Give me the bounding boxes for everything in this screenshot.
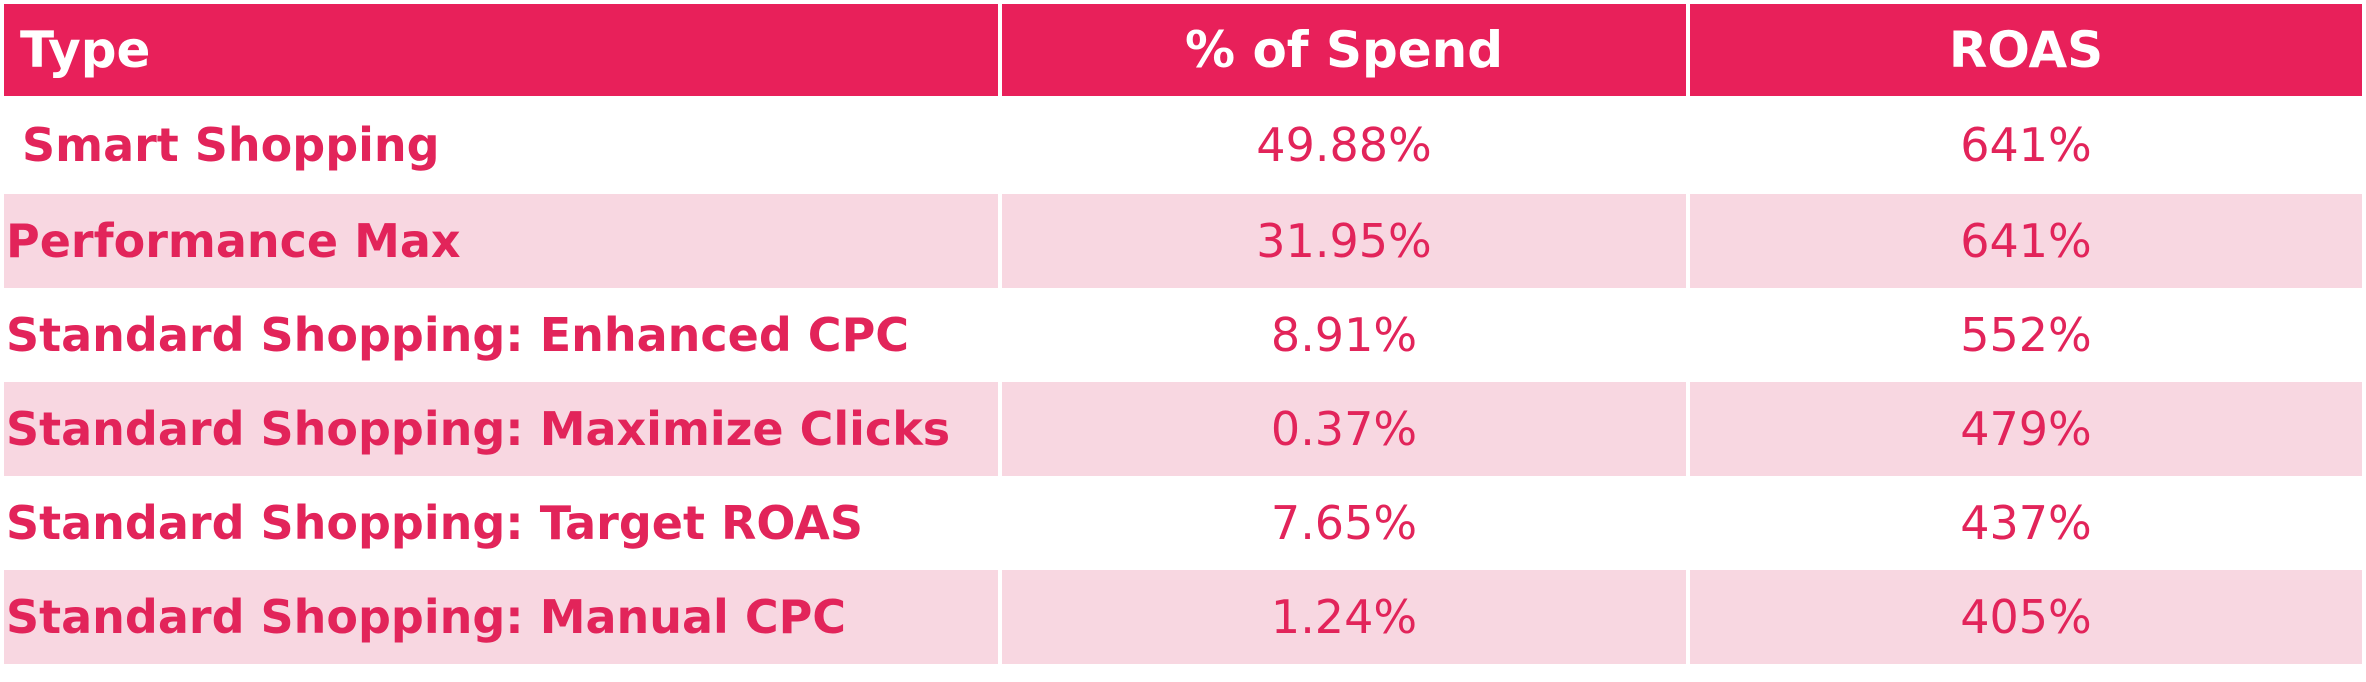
- column-header-type: Type: [4, 4, 998, 96]
- campaign-performance-table: Type % of Spend ROAS Smart Shopping 49.8…: [4, 4, 2362, 664]
- row-type-cell: Standard Shopping: Target ROAS: [4, 476, 998, 570]
- row-type-cell: Standard Shopping: Enhanced CPC: [4, 288, 998, 382]
- column-header-spend: % of Spend: [1002, 4, 1686, 96]
- table-row: Standard Shopping: Target ROAS 7.65% 437…: [4, 476, 2362, 570]
- row-spend-cell: 0.37%: [1002, 382, 1686, 476]
- row-spend-cell: 8.91%: [1002, 288, 1686, 382]
- row-roas-cell: 641%: [1690, 96, 2362, 194]
- row-roas-cell: 641%: [1690, 194, 2362, 288]
- table-row: Smart Shopping 49.88% 641%: [4, 96, 2362, 194]
- row-type-cell: Performance Max: [4, 194, 998, 288]
- row-type-cell: Standard Shopping: Maximize Clicks: [4, 382, 998, 476]
- row-spend-cell: 49.88%: [1002, 96, 1686, 194]
- row-type-cell: Standard Shopping: Manual CPC: [4, 570, 998, 664]
- row-roas-cell: 405%: [1690, 570, 2362, 664]
- table-row: Standard Shopping: Manual CPC 1.24% 405%: [4, 570, 2362, 664]
- row-roas-cell: 552%: [1690, 288, 2362, 382]
- header-row: Type % of Spend ROAS: [4, 4, 2362, 96]
- row-roas-cell: 479%: [1690, 382, 2362, 476]
- row-spend-cell: 31.95%: [1002, 194, 1686, 288]
- table-row: Performance Max 31.95% 641%: [4, 194, 2362, 288]
- table-row: Standard Shopping: Maximize Clicks 0.37%…: [4, 382, 2362, 476]
- table-row: Standard Shopping: Enhanced CPC 8.91% 55…: [4, 288, 2362, 382]
- column-header-roas: ROAS: [1690, 4, 2362, 96]
- row-type-cell: Smart Shopping: [4, 96, 998, 194]
- row-spend-cell: 7.65%: [1002, 476, 1686, 570]
- data-table: Type % of Spend ROAS Smart Shopping 49.8…: [0, 4, 2366, 664]
- row-spend-cell: 1.24%: [1002, 570, 1686, 664]
- row-roas-cell: 437%: [1690, 476, 2362, 570]
